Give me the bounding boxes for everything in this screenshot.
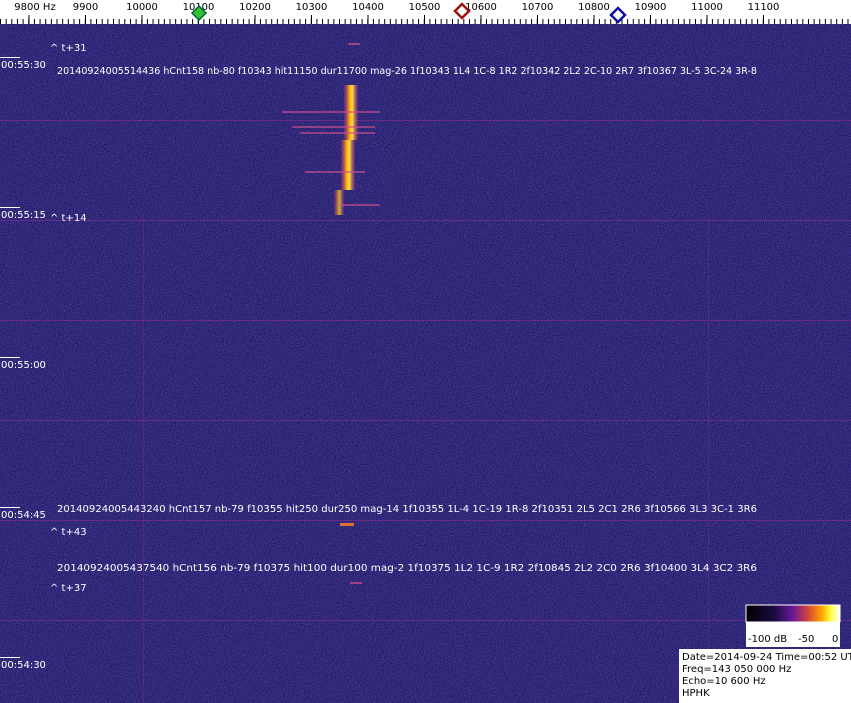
marker-blue [609,6,627,24]
frequency-tick-label: 9800 Hz [14,2,55,13]
color-scale-label: 0 [832,634,838,645]
marker-red [453,2,471,20]
time-label: 00:55:00 [1,360,46,371]
meteor-echo [282,43,380,584]
frequency-tick-label: 11100 [748,2,780,13]
frequency-tick-label: 10000 [126,2,158,13]
info-line: Echo=10 600 Hz [682,676,766,687]
time-label: 00:55:30 [1,60,46,71]
frequency-tick-label: 11000 [691,2,723,13]
event-text: 20140924005437540 hCnt156 nb-79 f10375 h… [57,563,757,574]
frequency-tick-label: 10700 [522,2,554,13]
event-text: 20140924005443240 hCnt157 nb-79 f10355 h… [57,504,757,515]
event-text: 20140924005514436 hCnt158 nb-80 f10343 h… [57,66,757,77]
frequency-tick-label: 9900 [73,2,98,13]
time-label: 00:54:45 [1,510,46,521]
event-marker: ^ t+14 [50,213,87,224]
frequency-tick-label: 10500 [409,2,441,13]
frequency-tick-label: 10400 [352,2,384,13]
time-label: 00:54:30 [1,660,46,671]
info-line: HPHK [682,688,710,699]
interference-lines [0,120,851,703]
color-scale [745,604,841,623]
event-marker: ^ t+43 [50,527,87,538]
color-scale-label: -50 [798,634,814,645]
frequency-tick-label: 10800 [578,2,610,13]
marker-green [190,4,208,22]
annotations: ^ t+31 20140924005514436 hCnt158 nb-80 f1… [50,43,757,594]
waterfall-noise [0,24,851,703]
frequency-tick-label: 10200 [239,2,271,13]
time-label: 00:55:15 [1,210,46,221]
color-scale-labels-bg [746,622,840,647]
markers [190,2,627,24]
event-marker: ^ t+37 [50,583,87,594]
info-box [679,649,851,703]
frequency-tick-label: 10300 [296,2,328,13]
info-line: Date=2014-09-24 Time=00:52 UTC [682,652,851,663]
color-scale-label: -100 dB [748,634,787,645]
frequency-tick-label: 10600 [465,2,497,13]
time-labels: 00:55:30 00:55:15 00:55:00 00:54:45 00:54:30 [0,57,46,671]
info-line: Freq=143 050 000 Hz [682,664,791,675]
frequency-tick-label: 10900 [635,2,667,13]
event-marker: ^ t+31 [50,43,87,54]
